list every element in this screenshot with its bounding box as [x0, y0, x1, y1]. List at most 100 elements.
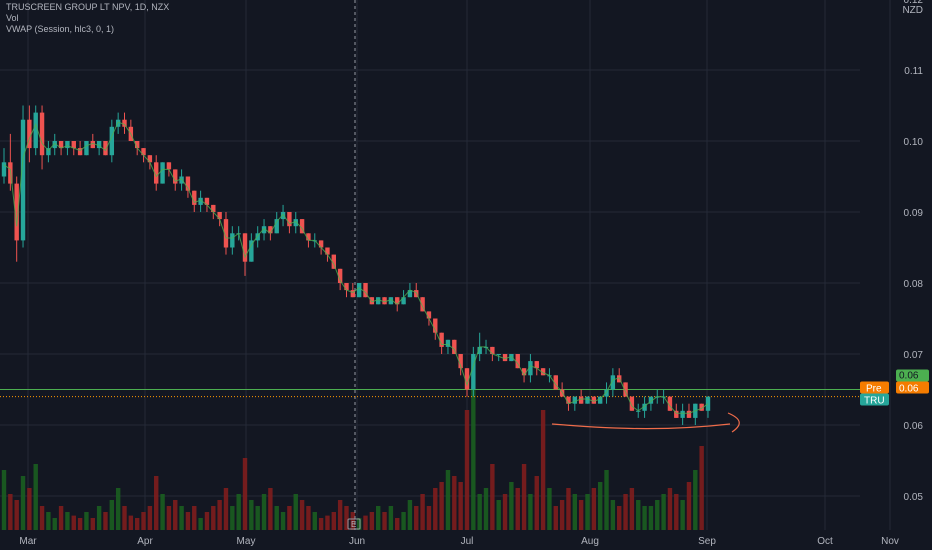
- volume-bar: [173, 500, 178, 530]
- volume-bar: [27, 488, 32, 530]
- volume-bar: [325, 515, 330, 530]
- chart-legend: TRUSCREEN GROUP LT NPV, 1D, NZX Vol VWAP…: [6, 2, 169, 35]
- candle-body: [261, 226, 267, 234]
- volume-bar: [464, 410, 470, 530]
- volume-bar: [623, 494, 628, 530]
- volume-bar: [559, 500, 565, 530]
- volume-bar: [109, 500, 115, 530]
- volume-bar: [128, 515, 134, 530]
- volume-bar: [8, 494, 13, 530]
- volume-bar: [14, 500, 19, 530]
- volume-bar: [192, 506, 197, 530]
- candle-body: [680, 410, 685, 418]
- volume-bar: [33, 464, 38, 530]
- candle-body: [553, 375, 558, 390]
- currency-label: NZD: [902, 5, 923, 16]
- candle-body: [154, 162, 159, 184]
- volume-bar: [655, 500, 660, 530]
- volume-bar: [268, 488, 273, 530]
- candle-body: [674, 410, 679, 418]
- volume-bar: [686, 482, 692, 530]
- volume-bar: [350, 512, 356, 530]
- ticker-badge: [860, 393, 889, 406]
- candle-body: [185, 176, 191, 191]
- volume-bar: [141, 512, 146, 530]
- volume-bar: [71, 515, 76, 530]
- pre-price-text: 0.06: [899, 384, 919, 395]
- volume-bar: [445, 470, 451, 530]
- volume-bar: [617, 506, 622, 530]
- event-marker-text: E: [351, 520, 356, 529]
- pre-price-badge: [896, 381, 929, 394]
- time-axis-label: Jun: [349, 536, 365, 547]
- green-price-badge: [896, 369, 929, 382]
- candle-body: [230, 233, 235, 248]
- candle-body: [166, 162, 172, 170]
- volume-bar: [439, 482, 444, 530]
- candle-body: [572, 396, 578, 404]
- candle-body: [122, 119, 127, 127]
- candle-body: [27, 119, 32, 149]
- volume-bar: [356, 518, 362, 530]
- candle-body: [147, 155, 153, 163]
- price-tick-label: 0.05: [904, 492, 924, 503]
- candle-body: [407, 290, 413, 298]
- candle-body: [198, 197, 203, 205]
- candle-body: [84, 141, 89, 156]
- volume-bar: [699, 446, 704, 530]
- volume-bar: [597, 482, 603, 530]
- candle-body: [686, 410, 692, 418]
- volume-bar: [382, 512, 387, 530]
- candle-body: [287, 212, 292, 227]
- grid-lines: [0, 0, 891, 530]
- volume-bar: [604, 470, 609, 530]
- candle-body: [528, 361, 533, 376]
- candle-body: [204, 197, 210, 205]
- volume-bar: [337, 500, 343, 530]
- volume-bar: [312, 512, 317, 530]
- volume-bar: [369, 512, 375, 530]
- volume-bar: [591, 488, 597, 530]
- volume-bar: [331, 512, 337, 530]
- volume-bar: [648, 506, 654, 530]
- volume-bar: [572, 494, 578, 530]
- candle-body: [597, 396, 603, 404]
- volume-bar: [534, 476, 539, 530]
- candle-body: [173, 169, 178, 184]
- candle-body: [540, 368, 546, 376]
- volume-bar: [667, 488, 673, 530]
- candle-body: [274, 219, 279, 234]
- volume-bar: [103, 512, 108, 530]
- volume-bar: [585, 494, 590, 530]
- volume-bar: [426, 506, 432, 530]
- candle-body: [103, 141, 108, 156]
- volume-bar: [185, 512, 191, 530]
- candle-body: [433, 318, 438, 333]
- candle-body: [363, 283, 368, 298]
- time-axis-label: Jul: [461, 536, 474, 547]
- volume-bar: [401, 512, 406, 530]
- candle-body: [109, 126, 115, 156]
- time-axis-label: May: [237, 536, 256, 547]
- candle-body: [58, 141, 64, 149]
- candle-body: [477, 346, 482, 354]
- volume-bar: [39, 506, 45, 530]
- event-marker-box: [347, 518, 361, 530]
- volume-bar: [420, 494, 425, 530]
- candle-body: [420, 297, 425, 312]
- pre-label-badge: [860, 381, 889, 394]
- candle-body: [629, 396, 635, 411]
- candle-body: [141, 148, 146, 156]
- volume-bar: [674, 494, 679, 530]
- volume-bar: [483, 488, 489, 530]
- volume-bar: [274, 506, 279, 530]
- volume-bar: [211, 506, 216, 530]
- volume-bar: [46, 512, 51, 530]
- candle-body: [566, 396, 571, 404]
- candle-body: [318, 240, 324, 248]
- candle-body: [388, 297, 394, 305]
- price-tick-label: 0.11: [904, 66, 923, 77]
- candle-body: [52, 141, 57, 149]
